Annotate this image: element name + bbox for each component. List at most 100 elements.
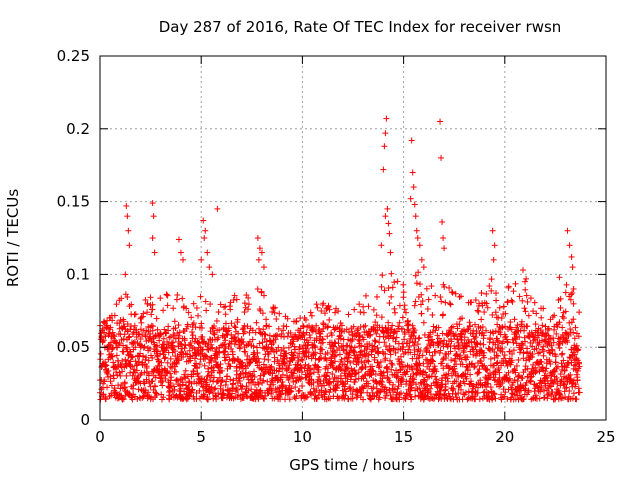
data-point-marker [154, 342, 161, 349]
data-point-marker [232, 334, 239, 341]
data-point-marker [226, 356, 233, 363]
data-point-marker [231, 292, 238, 299]
data-point-marker [153, 315, 160, 322]
data-point-marker [143, 354, 150, 361]
data-point-marker [145, 357, 152, 364]
data-point-marker [234, 386, 241, 393]
data-point-marker [291, 343, 298, 350]
data-point-marker [152, 389, 159, 396]
data-point-marker [121, 323, 128, 330]
data-point-marker [140, 352, 147, 359]
data-point-marker [256, 340, 263, 347]
data-point-marker [280, 323, 287, 330]
data-point-marker [174, 355, 181, 362]
data-point-marker [308, 312, 315, 319]
data-point-marker [178, 376, 185, 383]
data-point-marker [168, 365, 175, 372]
data-point-marker [340, 346, 347, 353]
data-point-marker [302, 316, 309, 323]
data-point-marker [202, 298, 209, 305]
data-point-marker [126, 333, 133, 340]
data-point-marker [118, 295, 125, 302]
data-point-marker [255, 355, 262, 362]
data-point-marker [213, 317, 220, 324]
data-point-marker [260, 377, 267, 384]
data-point-marker [325, 303, 332, 310]
data-point-marker [142, 356, 149, 363]
data-point-marker [191, 338, 198, 345]
data-point-marker [107, 378, 114, 385]
data-point-marker [212, 385, 219, 392]
data-point-marker [257, 372, 264, 379]
data-point-marker [160, 307, 167, 314]
data-point-marker [159, 382, 166, 389]
data-point-marker [245, 387, 252, 394]
data-point-marker [117, 361, 124, 368]
data-point-marker [152, 374, 159, 381]
data-point-marker [149, 378, 156, 385]
data-point-marker [161, 355, 168, 362]
data-point-marker [238, 386, 245, 393]
data-point-marker [98, 363, 105, 370]
data-point-marker [102, 396, 109, 403]
data-point-marker [250, 343, 257, 350]
data-point-marker [196, 387, 203, 394]
data-point-marker [313, 395, 320, 402]
data-point-marker [281, 333, 288, 340]
data-point-marker [118, 381, 125, 388]
data-point-marker [193, 360, 200, 367]
data-point-marker [208, 354, 215, 361]
data-point-marker [335, 308, 342, 315]
data-point-marker [227, 363, 234, 370]
data-point-marker [124, 294, 131, 301]
data-point-marker [211, 329, 218, 336]
data-point-marker [259, 310, 266, 317]
data-point-marker [255, 381, 262, 388]
data-point-marker [323, 372, 330, 379]
data-point-marker [181, 371, 188, 378]
data-point-marker [318, 307, 325, 314]
data-point-marker [337, 332, 344, 339]
data-point-marker [308, 390, 315, 397]
data-point-marker [245, 306, 252, 313]
data-point-marker [266, 332, 273, 339]
data-point-marker [210, 367, 217, 374]
data-point-marker [170, 339, 177, 346]
data-point-marker [321, 310, 328, 317]
data-point-marker [324, 369, 331, 376]
data-point-marker [345, 354, 352, 361]
data-point-marker [328, 354, 335, 361]
data-point-marker [265, 390, 272, 397]
data-point-marker [195, 373, 202, 380]
data-point-marker [284, 333, 291, 340]
data-point-marker [273, 389, 280, 396]
data-point-marker [117, 372, 124, 379]
data-point-marker [201, 338, 208, 345]
data-point-marker [183, 325, 190, 332]
data-point-marker [311, 366, 318, 373]
data-point-marker [123, 372, 130, 379]
data-point-marker [104, 322, 111, 329]
data-point-marker [189, 332, 196, 339]
data-point-marker [215, 390, 222, 397]
data-point-marker [120, 396, 127, 403]
data-point-marker [195, 312, 202, 319]
data-point-marker [242, 348, 249, 355]
data-point-marker [305, 349, 312, 356]
data-point-marker [294, 354, 301, 361]
data-point-marker [324, 333, 331, 340]
data-point-marker [131, 311, 138, 318]
data-point-marker [175, 322, 182, 329]
data-point-marker [217, 382, 224, 389]
data-point-marker [196, 361, 203, 368]
data-point-marker [160, 335, 167, 342]
data-point-marker [126, 348, 133, 355]
data-point-marker [153, 392, 160, 399]
data-point-marker [246, 329, 253, 336]
data-point-marker [189, 386, 196, 393]
data-point-marker [328, 359, 335, 366]
data-point-marker [212, 350, 219, 357]
data-point-marker [340, 347, 347, 354]
data-point-marker [224, 373, 231, 380]
data-point-marker [263, 322, 270, 329]
